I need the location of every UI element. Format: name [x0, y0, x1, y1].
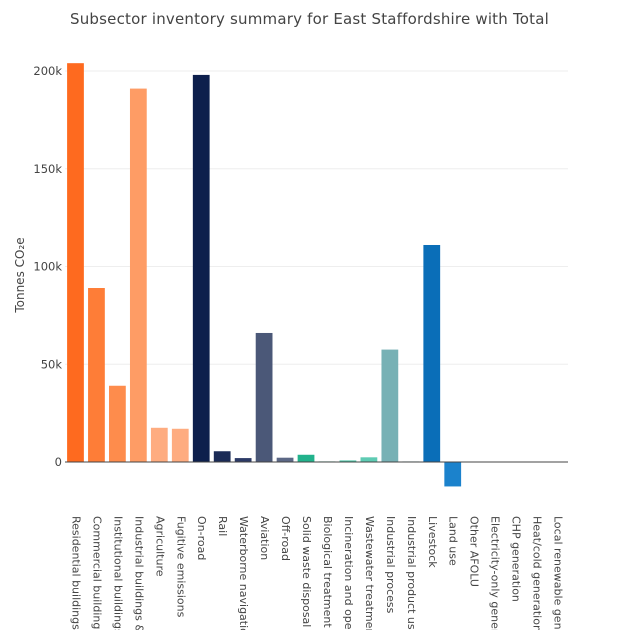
- chart-title: Subsector inventory summary for East Sta…: [70, 10, 549, 28]
- bar[interactable]: [276, 457, 294, 462]
- bars: [67, 63, 462, 487]
- x-tick-label: Wastewater treatment a: [363, 516, 376, 630]
- x-tick-label: Other AFOLU: [468, 516, 481, 587]
- x-tick-label: Incineration and open b: [342, 516, 355, 630]
- x-tick-label: Aviation: [258, 516, 271, 560]
- x-tick-label: Biological treatment: [321, 516, 334, 628]
- x-tick-label: Agriculture: [153, 516, 166, 577]
- y-tick-label: 0: [55, 455, 62, 469]
- x-tick-label: Industrial process: [384, 516, 397, 614]
- y-tick-label: 100k: [33, 260, 62, 274]
- bar[interactable]: [88, 288, 105, 462]
- x-tick-label: Rail: [216, 516, 229, 536]
- bar[interactable]: [381, 349, 399, 462]
- bar[interactable]: [213, 451, 231, 462]
- y-axis-ticks: 0 50k 100k 150k 200k: [33, 64, 62, 469]
- bar[interactable]: [129, 88, 147, 462]
- x-tick-label: Industrial buildings & fa: [132, 516, 145, 630]
- bar[interactable]: [423, 244, 441, 462]
- bar[interactable]: [171, 428, 189, 462]
- x-tick-label: Waterborne navigation: [237, 516, 250, 630]
- bar[interactable]: [339, 460, 357, 462]
- bar[interactable]: [109, 385, 126, 462]
- x-tick-label: CHP generation: [510, 516, 523, 602]
- x-tick-label: Solid waste disposal: [300, 516, 313, 627]
- x-tick-label: Institutional buildings &: [111, 516, 124, 630]
- bar[interactable]: [444, 462, 462, 487]
- y-axis-label: Tonnes CO₂e: [13, 237, 27, 313]
- x-tick-label: Commercial buildings &: [90, 516, 103, 630]
- x-tick-label: Residential buildings: [69, 516, 82, 630]
- bar[interactable]: [234, 458, 252, 462]
- bar[interactable]: [255, 332, 273, 462]
- bar[interactable]: [192, 74, 210, 462]
- y-tick-label: 200k: [33, 64, 62, 78]
- x-tick-label: Local renewable genera: [552, 516, 565, 630]
- bar[interactable]: [297, 454, 315, 462]
- x-tick-label: Land use: [447, 516, 460, 566]
- x-tick-label: Electricity-only generat: [489, 516, 502, 630]
- x-tick-label: On-road: [195, 516, 208, 560]
- x-tick-label: Off-road: [279, 516, 292, 561]
- bar[interactable]: [67, 63, 84, 463]
- x-tick-label: Industrial product use: [405, 516, 418, 630]
- bar[interactable]: [360, 457, 378, 462]
- x-tick-label: Heat/cold generation: [531, 516, 544, 630]
- x-axis-ticks: Residential buildings Commercial building…: [69, 516, 564, 630]
- x-tick-label: Livestock: [426, 516, 439, 568]
- x-tick-label: Fugitive emissions: [174, 516, 187, 618]
- bar[interactable]: [150, 427, 168, 462]
- gridlines: [65, 70, 568, 365]
- y-tick-label: 50k: [41, 357, 63, 371]
- y-tick-label: 150k: [33, 162, 62, 176]
